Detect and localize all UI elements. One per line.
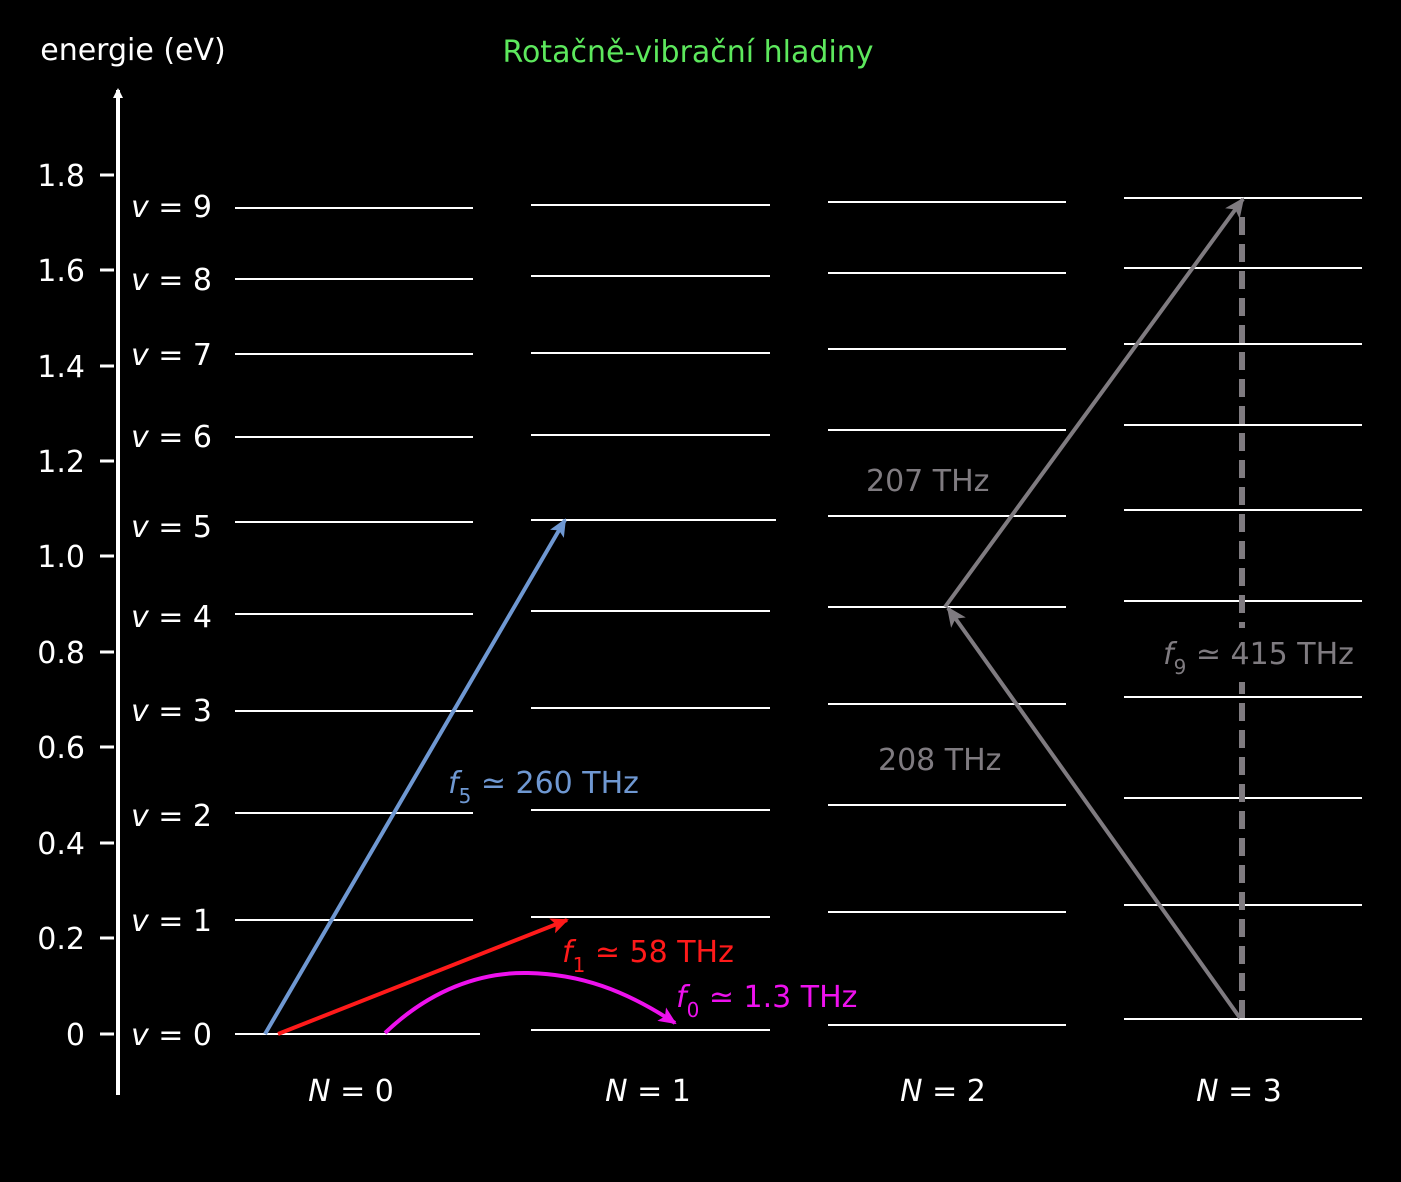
v-label: v = 4	[131, 600, 212, 635]
transition-label-f9: f9 ≃ 415 THz	[1163, 637, 1354, 679]
y-tick-label: 1.6	[37, 254, 85, 289]
v-label: v = 2	[131, 799, 212, 834]
y-tick-label: 0	[66, 1018, 85, 1053]
n-label: N = 1	[605, 1074, 691, 1109]
transition-label-f5: f5 ≃ 260 THz	[448, 766, 639, 808]
transition-label-f0: f0 ≃ 1.3 THz	[676, 980, 857, 1022]
n-label: N = 0	[308, 1074, 394, 1109]
n-labels: N = 0 N = 1 N = 2 N = 3	[308, 1074, 1282, 1109]
y-tick-label: 1.2	[37, 445, 85, 480]
y-tick-label: 0.4	[37, 827, 85, 862]
transition-label-207: 207 THz	[866, 464, 989, 499]
diagram-title: Rotačně-vibrační hladiny	[502, 35, 873, 70]
transition-label-208: 208 THz	[878, 743, 1001, 778]
f9-label-background	[1158, 628, 1352, 682]
v-label: v = 6	[131, 420, 212, 455]
v-label: v = 5	[131, 510, 212, 545]
y-axis-label: energie (eV)	[40, 33, 226, 68]
levels-n2	[828, 201, 1066, 1026]
n-label: N = 2	[900, 1074, 986, 1109]
v-label: v = 0	[131, 1018, 212, 1053]
y-tick-label: 1.8	[37, 159, 85, 194]
y-tick-label: 0.8	[37, 636, 85, 671]
levels-n1	[531, 204, 776, 1031]
transition-label-f1: f1 ≃ 58 THz	[562, 935, 734, 977]
transition-arrow-f0	[383, 970, 677, 1035]
y-tick-label: 0.6	[37, 731, 85, 766]
v-labels: v = 0 v = 1 v = 2 v = 3 v = 4 v = 5 v = …	[131, 190, 212, 1053]
v-label: v = 3	[131, 694, 212, 729]
transition-arrow-f5	[263, 518, 567, 1036]
y-ticks: 0 0.2 0.4 0.6 0.8 1.0 1.2 1.4 1.6 1.8	[37, 159, 114, 1053]
n-label: N = 3	[1196, 1074, 1282, 1109]
levels-n0	[235, 207, 480, 1035]
transition-arrow-f1	[277, 918, 569, 1036]
v-label: v = 1	[131, 904, 212, 939]
transition-arrow-208	[946, 606, 1242, 1020]
v-label: v = 8	[131, 263, 212, 298]
y-tick-label: 1.4	[37, 350, 85, 385]
transition-arrow-207	[943, 197, 1245, 609]
v-label: v = 9	[131, 190, 212, 225]
y-tick-label: 1.0	[37, 540, 85, 575]
y-tick-label: 0.2	[37, 922, 85, 957]
v-label: v = 7	[131, 338, 212, 373]
